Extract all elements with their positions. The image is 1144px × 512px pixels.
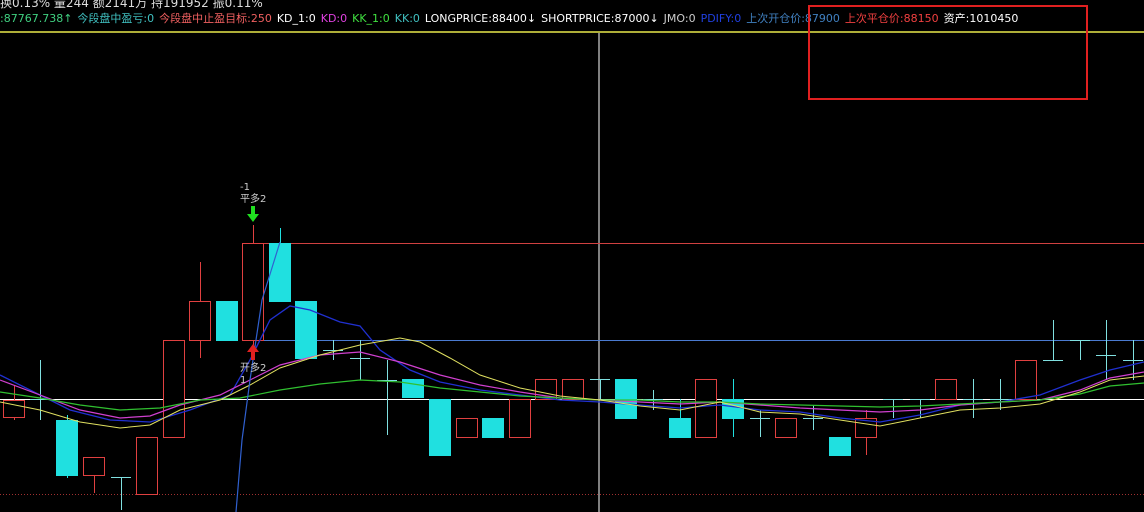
indicator: 今段盘中止盈目标:250	[159, 12, 272, 25]
stats-line: 换0.13% 量244 额2141万 持191952 振0.11%	[0, 0, 263, 10]
candle-body	[189, 301, 211, 341]
indicator: :87767.738↑	[0, 12, 73, 25]
ma-line-yellow	[0, 337, 1144, 429]
candle-body	[829, 437, 851, 456]
signal-line	[235, 241, 281, 512]
indicator: 今段盘中盈亏:0	[77, 12, 155, 25]
candle-body	[56, 420, 78, 476]
candle-body	[695, 379, 717, 438]
indicator: KK:0	[394, 12, 420, 25]
candle-body	[136, 437, 158, 495]
indicator: PDIFY:0	[700, 12, 742, 25]
buy-count: 1	[240, 375, 246, 386]
sell-arrow	[247, 206, 259, 222]
candle-body	[3, 400, 25, 418]
indicator: KD_1:0	[276, 12, 316, 25]
highlight-box	[808, 5, 1088, 100]
indicator: 上次平仓价:88150	[844, 12, 939, 25]
buy-label: 开多2	[240, 361, 266, 374]
indicator: KK_1:0	[352, 12, 390, 25]
indicator: JMO:0	[663, 12, 696, 25]
indicator: 资产:1010450	[943, 12, 1019, 25]
indicator: KD:0	[320, 12, 348, 25]
candle-body	[295, 301, 317, 359]
candle-body	[615, 379, 637, 419]
candle-body	[935, 379, 957, 400]
candle-body	[216, 301, 238, 341]
candle-body	[509, 399, 531, 438]
candle-body	[775, 418, 797, 438]
candle-body	[269, 243, 291, 302]
candle-body	[429, 399, 451, 456]
candle-body	[242, 243, 264, 341]
indicator-line: :87767.738↑ 今段盘中盈亏:0 今段盘中止盈目标:250 KD_1:0 KD:…	[0, 10, 1144, 26]
sell-label: 平多2	[240, 192, 266, 205]
indicator: LONGPRICE:88400↓	[424, 12, 537, 25]
candle-body	[669, 418, 691, 438]
candle-body	[163, 340, 185, 438]
sell-count: -1	[240, 182, 250, 193]
indicator: SHORTPRICE:87000↓	[541, 12, 659, 25]
buy-arrow	[247, 344, 259, 360]
candle-body	[402, 379, 424, 398]
candle-body	[456, 418, 478, 438]
candle-body	[83, 457, 105, 476]
candle-body	[562, 379, 584, 400]
indicator: 上次开仓价:87900	[746, 12, 840, 25]
candle-body	[482, 418, 504, 438]
candles	[3, 225, 1143, 510]
candle-body	[1015, 360, 1037, 400]
ma-line-green	[0, 379, 1144, 411]
